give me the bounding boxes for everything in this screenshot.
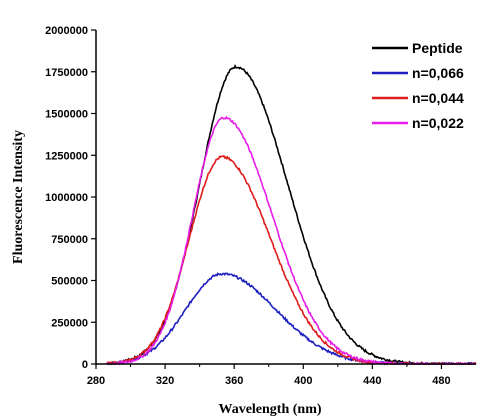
legend-label: n=0,066 [412, 65, 464, 81]
x-ticks: 280 320 360 400 440 480 [87, 364, 451, 387]
y-tick-label: 1500000 [45, 109, 88, 121]
legend-label: n=0,044 [412, 90, 464, 106]
legend-label: Peptide [412, 40, 463, 56]
y-tick-label: 1250000 [45, 150, 88, 162]
series-curves [105, 63, 477, 366]
legend: Peptide n=0,066 n=0,044 n=0,022 [372, 40, 464, 131]
series-line-2 [105, 155, 477, 366]
y-tick-label: 0 [82, 359, 88, 371]
legend-label: n=0,022 [412, 115, 464, 131]
x-tick-label: 440 [363, 375, 381, 387]
y-axis-title: Fluorescence Intensity [11, 130, 26, 264]
y-tick-label: 250000 [51, 317, 88, 329]
x-axis-title: Wavelength (nm) [218, 402, 321, 417]
y-tick-label: 2000000 [45, 25, 88, 37]
y-tick-label: 1750000 [45, 67, 88, 79]
y-tick-label: 750000 [51, 234, 88, 246]
y-tick-label: 500000 [51, 276, 88, 288]
x-tick-label: 400 [294, 375, 312, 387]
x-tick-label: 280 [87, 375, 105, 387]
x-tick-label: 480 [432, 375, 450, 387]
x-tick-label: 320 [156, 375, 174, 387]
y-tick-label: 1000000 [45, 192, 88, 204]
y-ticks: 0 250000 500000 750000 1000000 1250000 1500000… [45, 25, 96, 371]
series-line-0 [106, 63, 477, 366]
x-tick-label: 360 [225, 375, 243, 387]
